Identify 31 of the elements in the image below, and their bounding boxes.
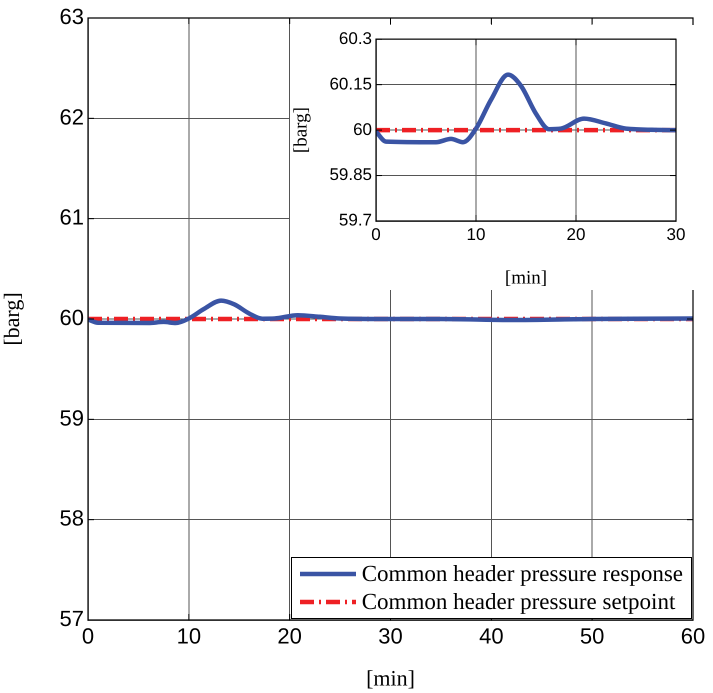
x-tick-label: 0	[371, 224, 381, 244]
legend-label: Common header pressure response	[362, 560, 683, 588]
x-tick-label: 0	[82, 623, 94, 648]
x-tick-label: 30	[666, 224, 686, 244]
x-tick-label: 30	[378, 623, 403, 648]
y-tick-label: 59.85	[329, 165, 372, 184]
x-tick-label: 20	[566, 224, 586, 244]
y-tick-label: 63	[60, 4, 84, 30]
line-series	[376, 72, 676, 144]
x-tick-label: 60	[680, 623, 706, 648]
y-tick-label: 60.3	[338, 28, 372, 48]
y-tick-label: 57	[60, 606, 84, 632]
x-tick-label: 10	[176, 623, 202, 648]
y-tick-label: 59.7	[338, 210, 372, 230]
x-axis-title: [min]	[504, 268, 548, 289]
y-tick-label: 62	[60, 104, 84, 130]
y-tick-label: 61	[60, 204, 84, 230]
y-tick-label: 60	[353, 120, 372, 139]
y-tick-label: 60.15	[329, 74, 372, 94]
x-axis-title: [min]	[366, 666, 415, 691]
x-tick-label: 50	[580, 623, 604, 648]
x-tick-label: 10	[466, 224, 486, 244]
y-axis-title: [barg]	[0, 292, 24, 346]
x-tick-label: 40	[479, 623, 504, 648]
y-tick-label: 59	[60, 405, 84, 430]
y-tick-label: 60	[60, 305, 84, 330]
x-tick-label: 20	[277, 623, 302, 648]
y-axis-title: [barg]	[290, 107, 312, 154]
legend-label: Common header pressure setpoint	[362, 588, 676, 616]
y-tick-label: 58	[60, 506, 84, 531]
line-series	[88, 298, 693, 326]
